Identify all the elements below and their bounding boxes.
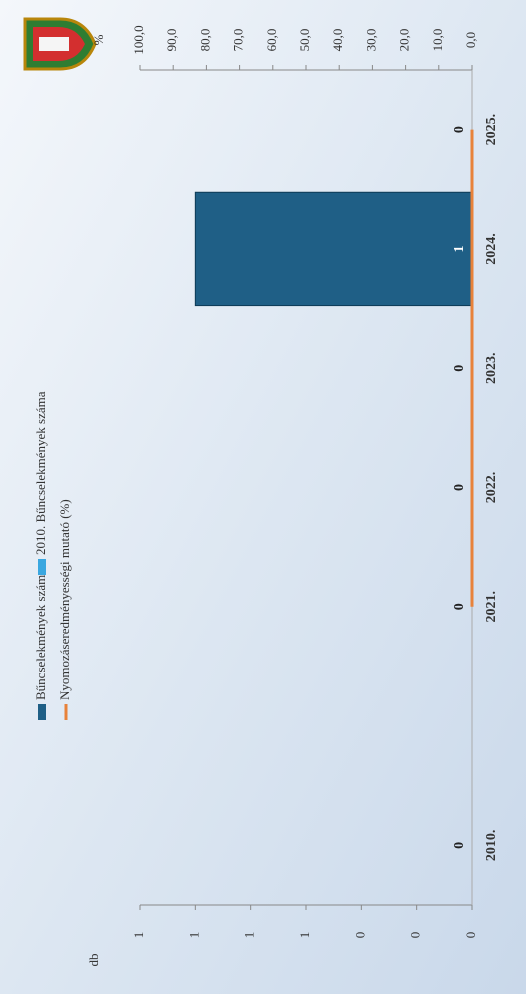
- y2-axis-title: %: [91, 34, 106, 45]
- data-label: 0: [452, 484, 467, 491]
- y-tick-label: 0: [352, 932, 367, 939]
- bar: [194, 191, 473, 307]
- legend-label: Bűncselekmények száma: [33, 569, 48, 700]
- y2-tick-label: 90,0: [164, 29, 179, 52]
- y2-tick-label: 20,0: [397, 29, 412, 52]
- data-label: 1: [452, 245, 467, 252]
- x-tick-label: 2024.: [484, 233, 499, 265]
- logo: [23, 17, 97, 71]
- data-label: 0: [452, 603, 467, 610]
- x-tick-label: 2022.: [484, 472, 499, 504]
- y2-tick-label: 10,0: [430, 29, 445, 52]
- y-tick-label: 1: [242, 932, 257, 939]
- rotated-chart: 00011110,010,020,030,040,050,060,070,080…: [23, 17, 499, 967]
- x-tick-label: 2023.: [484, 352, 499, 384]
- y-axis-title: db: [86, 954, 101, 967]
- y2-tick-label: 60,0: [264, 29, 279, 52]
- y-tick-label: 0: [408, 932, 423, 939]
- legend-swatch: [38, 559, 46, 575]
- y-tick-label: 0: [463, 932, 478, 939]
- y-tick-label: 1: [297, 932, 312, 939]
- x-tick-label: 2010.: [484, 830, 499, 862]
- y2-tick-label: 40,0: [330, 29, 345, 52]
- x-tick-label: 2025.: [484, 114, 499, 146]
- y2-tick-label: 50,0: [297, 29, 312, 52]
- y-tick-label: 1: [131, 932, 146, 939]
- data-label: 0: [452, 126, 467, 133]
- y2-tick-label: 70,0: [231, 29, 246, 52]
- y-tick-label: 1: [186, 932, 201, 939]
- x-tick-label: 2021.: [484, 591, 499, 623]
- legend-swatch: [38, 704, 46, 720]
- legend-label: 2010. Bűncselekmények száma: [33, 391, 48, 555]
- legend-label: Nyomozáseredményességi mutató (%): [57, 499, 72, 700]
- y2-tick-label: 80,0: [197, 29, 212, 52]
- y2-tick-label: 0,0: [463, 32, 478, 48]
- y2-tick-label: 100,0: [131, 25, 146, 54]
- data-label: 0: [452, 842, 467, 849]
- y2-tick-label: 30,0: [363, 29, 378, 52]
- data-label: 0: [452, 365, 467, 372]
